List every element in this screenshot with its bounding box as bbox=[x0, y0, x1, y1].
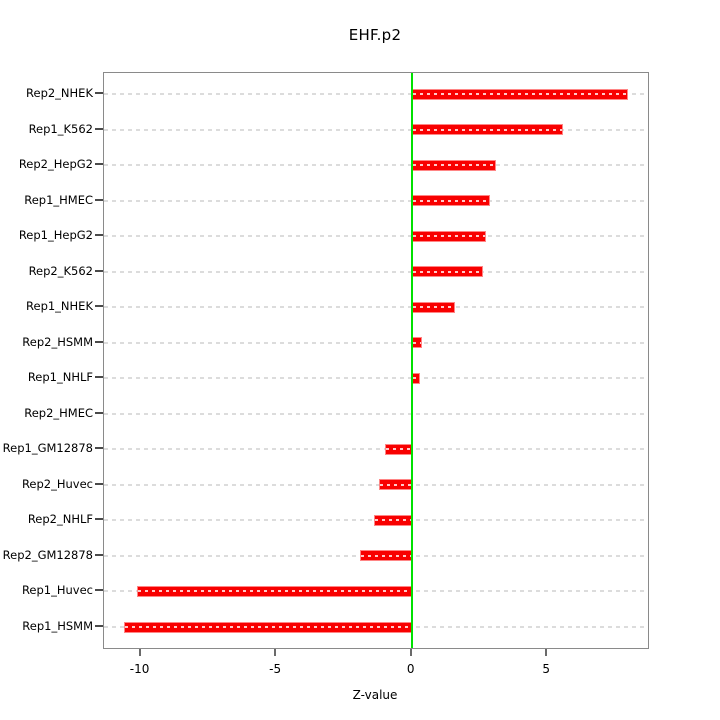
y-axis-label: Rep1_NHLF bbox=[27, 370, 93, 385]
gridline bbox=[104, 164, 648, 167]
y-axis-label: Rep2_HMEC bbox=[24, 405, 93, 420]
gridline bbox=[104, 306, 648, 309]
bar-Rep1_HSMM bbox=[124, 621, 412, 633]
x-axis-tick bbox=[545, 649, 548, 656]
y-axis-label: Rep2_K562 bbox=[28, 263, 93, 278]
y-axis-label: Rep2_NHLF bbox=[27, 512, 93, 527]
gridline bbox=[104, 483, 648, 486]
y-axis-tick bbox=[95, 127, 103, 130]
bar-Rep1_Huvec bbox=[136, 585, 412, 597]
bar-Rep2_NHLF bbox=[373, 514, 412, 526]
y-axis-tick bbox=[95, 411, 103, 414]
bar-Rep1_NHLF bbox=[411, 372, 420, 384]
y-axis-label: Rep1_GM12878 bbox=[2, 441, 93, 456]
bar-dash-pattern bbox=[412, 164, 495, 167]
y-axis-label: Rep2_HSMM bbox=[22, 334, 93, 349]
bar-dash-pattern bbox=[385, 448, 411, 451]
y-axis-tick bbox=[95, 305, 103, 308]
y-axis-tick bbox=[95, 92, 103, 94]
gridline bbox=[104, 448, 648, 451]
x-axis-tick-label: 5 bbox=[542, 662, 550, 676]
bar-dash-pattern bbox=[374, 519, 411, 522]
bar-dash-pattern bbox=[380, 483, 411, 486]
x-axis-tick bbox=[274, 649, 277, 656]
gridline bbox=[104, 412, 648, 415]
y-axis-tick bbox=[95, 482, 103, 485]
y-axis-tick bbox=[95, 340, 103, 343]
bar-Rep1_K562 bbox=[411, 124, 564, 136]
plot-area bbox=[103, 72, 649, 649]
x-axis-tick bbox=[138, 649, 141, 656]
bar-Rep1_NHEK bbox=[411, 301, 455, 313]
y-axis-label: Rep1_HSMM bbox=[22, 619, 93, 633]
y-axis-tick bbox=[95, 518, 103, 521]
bar-dash-pattern bbox=[412, 341, 422, 344]
bar-dash-pattern bbox=[412, 93, 628, 95]
y-axis-label: Rep2_HepG2 bbox=[18, 157, 93, 172]
gridline bbox=[104, 270, 648, 273]
bar-dash-pattern bbox=[412, 235, 486, 238]
bar-Rep2_NHEK bbox=[411, 88, 629, 100]
y-axis-label: Rep1_K562 bbox=[28, 121, 93, 136]
y-axis-tick bbox=[95, 447, 103, 450]
bar-Rep1_GM12878 bbox=[384, 443, 412, 455]
y-axis-tick bbox=[95, 376, 103, 379]
bar-Rep2_K562 bbox=[411, 266, 484, 278]
gridline bbox=[104, 377, 648, 380]
y-axis-label: Rep2_GM12878 bbox=[2, 547, 93, 562]
y-axis-tick bbox=[95, 589, 103, 592]
bar-Rep1_HepG2 bbox=[411, 230, 487, 242]
bar-Rep1_HMEC bbox=[411, 195, 491, 207]
y-axis-label: Rep1_NHEK bbox=[26, 299, 93, 314]
y-axis-tick bbox=[95, 625, 103, 627]
gridline bbox=[104, 341, 648, 344]
y-axis-label: Rep1_HMEC bbox=[24, 192, 93, 207]
bar-Rep2_Huvec bbox=[379, 479, 412, 491]
bar-Rep2_GM12878 bbox=[360, 550, 412, 562]
x-axis-tick bbox=[409, 649, 412, 656]
gridline bbox=[104, 235, 648, 238]
bar-dash-pattern bbox=[412, 306, 454, 309]
bar-dash-pattern bbox=[137, 590, 411, 593]
y-axis-label: Rep1_Huvec bbox=[21, 583, 93, 598]
bar-dash-pattern bbox=[412, 377, 419, 380]
x-axis-tick-label: -10 bbox=[129, 662, 150, 676]
zero-reference-line bbox=[410, 73, 413, 648]
bar-dash-pattern bbox=[361, 554, 411, 557]
gridline bbox=[104, 199, 648, 202]
bar-dash-pattern bbox=[412, 270, 483, 273]
y-axis-tick bbox=[95, 198, 103, 201]
bar-dash-pattern bbox=[125, 626, 411, 628]
y-axis-label: Rep2_Huvec bbox=[21, 476, 93, 491]
bar-Rep2_HepG2 bbox=[411, 159, 496, 171]
chart-title: EHF.p2 bbox=[348, 26, 402, 44]
gridline bbox=[104, 93, 648, 95]
gridline bbox=[104, 128, 648, 131]
y-axis-tick bbox=[95, 163, 103, 166]
y-axis-tick bbox=[95, 553, 103, 556]
x-axis-title: Z-value bbox=[352, 688, 398, 702]
x-axis-tick-label: 0 bbox=[406, 662, 415, 676]
y-axis-tick bbox=[95, 269, 103, 272]
bar-Rep2_HSMM bbox=[411, 337, 423, 349]
bar-dash-pattern bbox=[412, 128, 563, 131]
x-axis-tick-label: -5 bbox=[269, 662, 282, 676]
bar-dash-pattern bbox=[412, 199, 490, 202]
y-axis-tick bbox=[95, 234, 103, 237]
y-axis-label: Rep2_NHEK bbox=[26, 86, 93, 100]
y-axis-label: Rep1_HepG2 bbox=[18, 228, 93, 243]
